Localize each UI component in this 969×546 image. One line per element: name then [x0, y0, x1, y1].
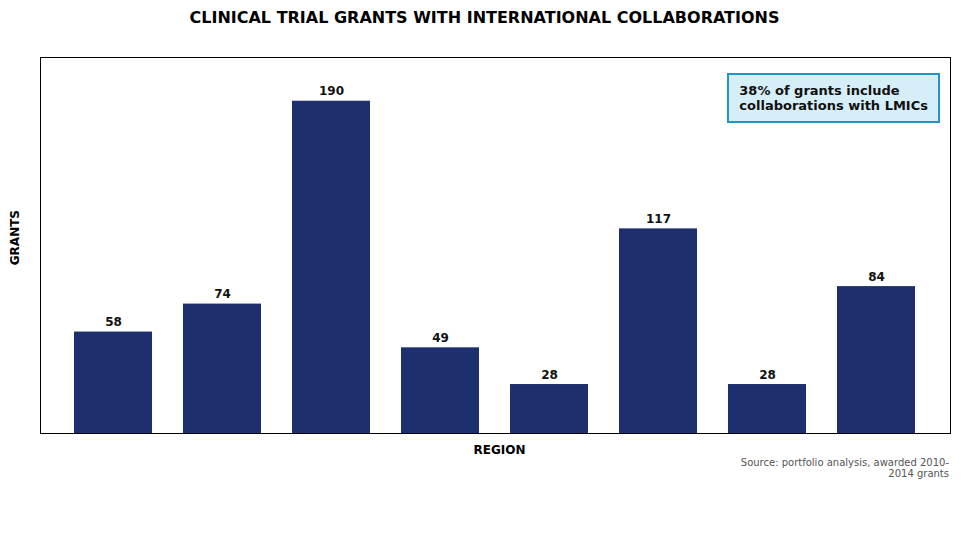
html-text:Source: portfolio analysis, aw: Source: portfolio analysis, awarded 2010…	[740, 457, 949, 479]
svg-text:28: 28	[541, 368, 558, 382]
html-text:GRANTS: GRANTS	[8, 210, 22, 266]
svg-text:28: 28	[759, 368, 776, 382]
html-text:38% of grants include collabor: 38% of grants include collaborations wit…	[739, 83, 928, 113]
svg-text:58: 58	[105, 315, 122, 329]
svg-text:117: 117	[646, 212, 671, 226]
svg-text:49: 49	[432, 331, 449, 345]
svg-text:74: 74	[214, 287, 231, 301]
svg-text:84: 84	[868, 270, 885, 284]
svg-text:190: 190	[319, 84, 344, 98]
html-text:REGION: REGION	[473, 443, 526, 457]
html-text:CLINICAL TRIAL GRANTS WITH INT: CLINICAL TRIAL GRANTS WITH INTERNATIONAL…	[189, 8, 780, 27]
